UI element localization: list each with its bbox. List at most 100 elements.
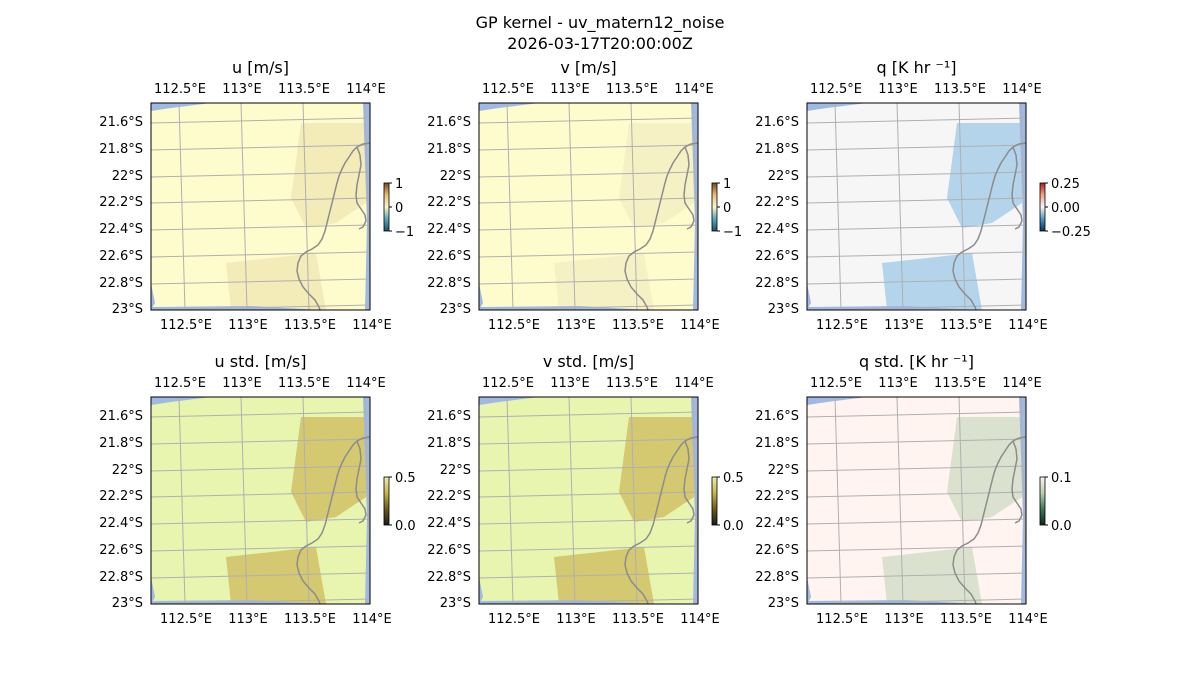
colorbar-tick-label: 0.00: [1051, 201, 1080, 216]
colorbar-tick-label: 0.0: [723, 519, 744, 534]
figure-title: GP kernel - uv_matern12_noise: [476, 13, 725, 33]
lat-tick: 22.6°S: [99, 543, 143, 558]
anomaly-region-1: [947, 417, 1022, 522]
axes-frame: [478, 396, 699, 605]
parallel-gridline: [807, 518, 1026, 525]
lat-tick: 21.8°S: [99, 436, 143, 451]
parallel-gridline: [479, 518, 698, 525]
parallel-gridline: [151, 545, 370, 552]
lat-tick: 22.2°S: [427, 195, 471, 210]
parallel-gridline: [151, 224, 370, 231]
coastline-inner: [355, 440, 367, 524]
meridian-gridline: [834, 103, 842, 310]
lat-tick: 21.8°S: [427, 142, 471, 157]
colorbar-tick-label: 0.0: [395, 519, 416, 534]
lon-tick-top: 112.5°E: [482, 376, 534, 391]
lat-tick: 22.6°S: [427, 543, 471, 558]
lon-tick-bottom: 112.5°E: [816, 318, 868, 333]
anomaly-region-1: [619, 417, 694, 522]
lon-tick-top: 112.5°E: [810, 376, 862, 391]
meridian-gridline: [958, 103, 966, 310]
lon-tick-bottom: 113°E: [228, 318, 268, 333]
panel-1: u [m/s]112.5°E112.5°E113°E113°E113.5°E11…: [99, 58, 414, 333]
meridian-gridline: [568, 397, 576, 604]
lon-tick-bottom: 112.5°E: [816, 612, 868, 627]
land-left: [479, 283, 483, 310]
colorbar-tick-label: 0.1: [1051, 471, 1072, 486]
parallel-gridline: [479, 144, 698, 151]
panels-group: u [m/s]112.5°E112.5°E113°E113°E113.5°E11…: [99, 58, 1091, 627]
lat-tick: 22.4°S: [99, 516, 143, 531]
lon-tick-top: 113.5°E: [934, 376, 986, 391]
meridian-gridline: [958, 397, 966, 604]
lon-tick-top: 113°E: [550, 82, 590, 97]
lat-tick: 22°S: [440, 169, 471, 184]
panel-title: q [K hr ⁻¹]: [877, 58, 957, 77]
land-top: [479, 397, 539, 405]
lat-tick: 22.2°S: [99, 489, 143, 504]
lon-tick-bottom: 112.5°E: [488, 318, 540, 333]
parallel-gridline: [151, 144, 370, 151]
colorbar-tick-label: 1: [723, 177, 731, 192]
lat-tick: 22°S: [112, 463, 143, 478]
parallel-gridline: [807, 171, 1026, 178]
parallel-gridline: [807, 278, 1026, 285]
coastline-inner: [683, 146, 695, 230]
lat-tick: 23°S: [768, 596, 799, 611]
lon-tick-bottom: 113.5°E: [284, 318, 336, 333]
lat-tick: 21.6°S: [99, 115, 143, 130]
meridian-gridline: [240, 103, 248, 310]
lon-tick-top: 114°E: [346, 82, 386, 97]
meridian-gridline: [692, 103, 698, 293]
parallel-gridline: [151, 465, 370, 472]
lon-tick-bottom: 112.5°E: [160, 612, 212, 627]
lon-tick-bottom: 113°E: [228, 612, 268, 627]
parallel-gridline: [807, 251, 1026, 258]
coastline-inner: [1011, 440, 1023, 524]
land-left: [151, 283, 155, 310]
parallel-gridline: [479, 171, 698, 178]
parallel-gridline: [807, 224, 1026, 231]
lat-tick: 21.8°S: [427, 436, 471, 451]
colorbar-tick-label: 0.25: [1051, 177, 1080, 192]
panel-title: v std. [m/s]: [543, 352, 634, 371]
lon-tick-top: 113°E: [222, 82, 262, 97]
lon-tick-bottom: 113.5°E: [940, 318, 992, 333]
lat-tick: 22.2°S: [755, 489, 799, 504]
lon-tick-bottom: 113.5°E: [612, 318, 664, 333]
meridian-gridline: [896, 103, 904, 310]
lon-tick-bottom: 114°E: [352, 612, 392, 627]
lat-tick: 22.6°S: [755, 543, 799, 558]
meridian-gridline: [302, 397, 310, 604]
lon-tick-top: 114°E: [346, 376, 386, 391]
map-content: [479, 103, 698, 310]
map-content: [151, 103, 370, 310]
lon-tick-top: 113.5°E: [278, 82, 330, 97]
land-right: [1019, 103, 1026, 310]
lat-tick: 22.4°S: [99, 222, 143, 237]
lon-tick-top: 114°E: [1002, 376, 1042, 391]
lon-tick-top: 112.5°E: [482, 82, 534, 97]
lon-tick-bottom: 112.5°E: [488, 612, 540, 627]
parallel-gridline: [151, 278, 370, 285]
parallel-gridline: [807, 545, 1026, 552]
colorbar-tick-label: 0.5: [723, 471, 744, 486]
panel-3: q [K hr ⁻¹] 112.5°E 112.5°E 113°E 113°E 113.5…: [755, 58, 1091, 333]
lon-tick-top: 113.5°E: [606, 376, 658, 391]
map-content: [807, 397, 1026, 604]
parallel-gridline: [807, 411, 1026, 418]
meridian-gridline: [568, 103, 576, 310]
lat-tick: 21.8°S: [99, 142, 143, 157]
parallel-gridline: [479, 411, 698, 418]
land-right: [691, 103, 698, 310]
parallel-gridline: [151, 171, 370, 178]
panel-title: u [m/s]: [232, 58, 289, 77]
lat-tick: 22°S: [768, 463, 799, 478]
map-content: [479, 397, 698, 604]
lat-tick: 21.8°S: [755, 142, 799, 157]
coastline: [952, 436, 1026, 604]
panel-4: u std. [m/s] 112.5°E 112.5°E 113°E 113°E 113.…: [99, 352, 415, 627]
parallel-gridline: [807, 572, 1026, 579]
lat-tick: 21.6°S: [427, 409, 471, 424]
